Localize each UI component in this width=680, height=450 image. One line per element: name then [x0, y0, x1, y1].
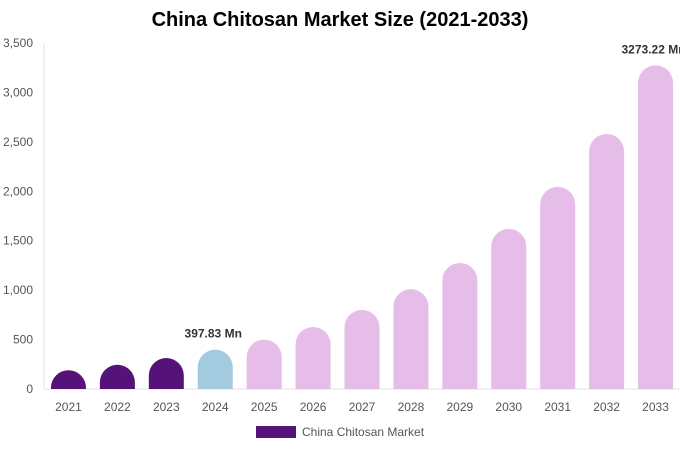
chart-title: China Chitosan Market Size (2021-2033) — [151, 9, 529, 31]
bar-2022 — [99, 364, 135, 389]
x-tick-label: 2025 — [251, 400, 278, 414]
bar-2024 — [197, 349, 233, 389]
legend: China Chitosan Market — [256, 425, 424, 439]
bar-2027 — [344, 309, 380, 389]
x-tick-label: 2033 — [642, 400, 669, 414]
bar-2031 — [540, 186, 576, 389]
data-label: 397.83 Mn — [185, 327, 242, 341]
x-tick-label: 2028 — [398, 400, 425, 414]
y-tick-label: 0 — [26, 382, 33, 396]
bar-2030 — [491, 228, 527, 389]
x-tick-label: 2024 — [202, 400, 229, 414]
bar-2025 — [246, 339, 282, 389]
y-tick-label: 1,000 — [3, 283, 33, 297]
y-tick-label: 2,000 — [3, 184, 33, 198]
bar-2033 — [638, 65, 674, 389]
x-tick-label: 2021 — [55, 400, 82, 414]
x-tick-label: 2031 — [544, 400, 571, 414]
bar-2029 — [442, 262, 478, 389]
x-tick-label: 2027 — [349, 400, 376, 414]
x-tick-label: 2030 — [495, 400, 522, 414]
x-tick-label: 2032 — [593, 400, 620, 414]
x-tick-label: 2029 — [446, 400, 473, 414]
legend-label: China Chitosan Market — [302, 425, 425, 439]
bar-2021 — [50, 370, 86, 389]
x-tick-label: 2026 — [300, 400, 327, 414]
x-tick-label: 2023 — [153, 400, 180, 414]
y-tick-label: 500 — [13, 333, 33, 347]
bar-2032 — [589, 133, 625, 389]
y-tick-label: 2,500 — [3, 135, 33, 149]
bar-2023 — [148, 358, 184, 389]
y-tick-label: 3,000 — [3, 85, 33, 99]
bar-2028 — [393, 289, 429, 389]
bar-2026 — [295, 327, 331, 389]
y-tick-label: 1,500 — [3, 234, 33, 248]
y-tick-label: 3,500 — [3, 36, 33, 50]
legend-swatch — [256, 426, 296, 438]
x-tick-label: 2022 — [104, 400, 131, 414]
data-label: 3273.22 Mn — [622, 42, 680, 56]
